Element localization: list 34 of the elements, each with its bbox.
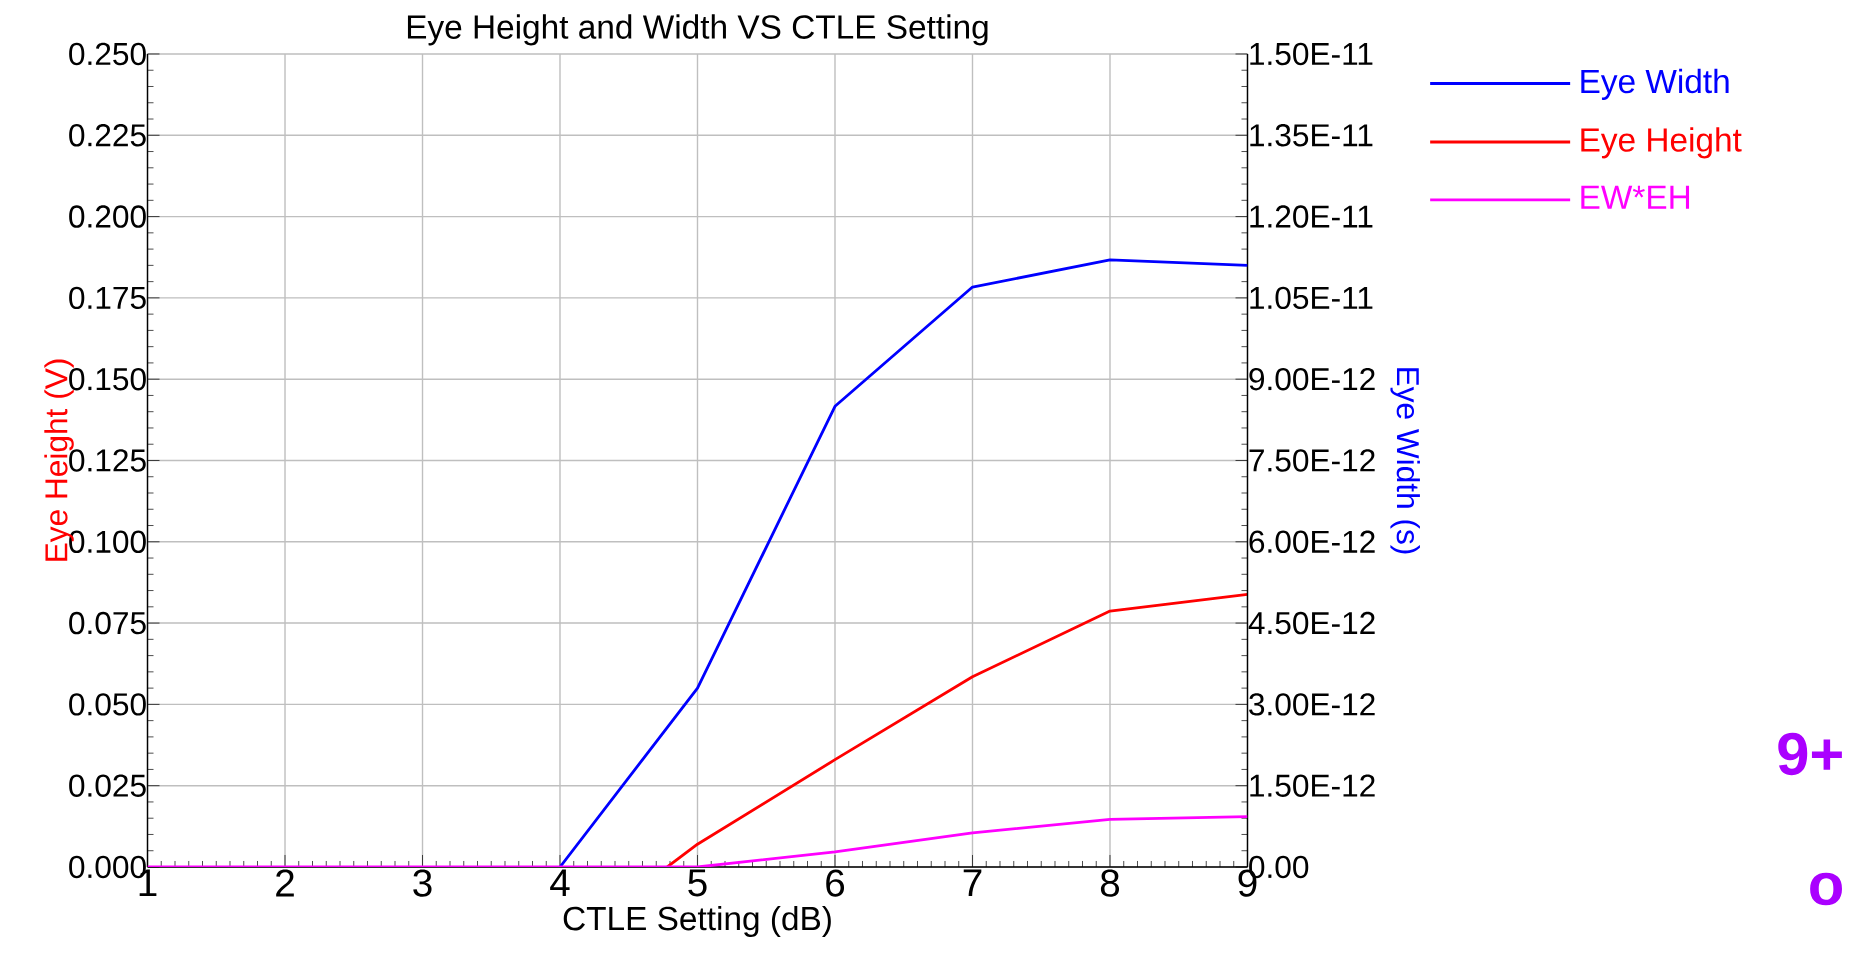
text: 9+ — [1778, 732, 1842, 776]
x-tick-label: 4 — [550, 869, 570, 896]
y2-tick-label: 3.00E-12 — [1249, 693, 1375, 716]
x-tick-label: 7 — [963, 869, 982, 896]
x-tick-label: 3 — [413, 869, 432, 897]
y2-tick-label: 7.50E-12 — [1249, 449, 1375, 472]
y2-tick-label: 1.20E-11 — [1250, 205, 1373, 228]
y2-tick-label: 9.00E-12 — [1249, 367, 1375, 391]
y2-tick-label: 1.50E-12 — [1250, 774, 1375, 797]
chart-title: Eye Height and Width VS CTLE Setting — [407, 14, 988, 46]
legend-label: Eye Height — [1581, 127, 1742, 159]
y-tick-label: 0.200 — [69, 205, 146, 228]
legend-label: EW*EH — [1581, 185, 1690, 209]
text: o — [1810, 872, 1842, 906]
x-tick-label: 8 — [1100, 869, 1120, 897]
y-tick-label: 0.250 — [69, 42, 146, 66]
y2-tick-label: 1.35E-11 — [1250, 124, 1373, 147]
y-tick-label: 0.225 — [69, 124, 146, 147]
x-tick-label: 2 — [276, 869, 294, 897]
line-series — [665, 593, 1248, 867]
y2-tick-label: 1.50E-11 — [1250, 42, 1373, 66]
y2-tick-label: 4.50E-12 — [1248, 611, 1375, 635]
y-tick-label: 0.175 — [69, 286, 146, 310]
x-tick-label: 5 — [688, 869, 707, 897]
y2-axis-title: Eye Width (s) — [1390, 368, 1420, 554]
y-tick-label: 0.075 — [69, 611, 146, 635]
y2-tick-label: 1.05E-11 — [1250, 286, 1373, 310]
y-tick-label: 0.050 — [69, 693, 146, 716]
y2-tick-label: 6.00E-12 — [1249, 530, 1375, 553]
line-series — [558, 258, 1248, 867]
y-tick-label: 0.025 — [69, 774, 146, 797]
legend-label: Eye Width — [1581, 68, 1729, 100]
x-axis-title: CTLE Setting (dB) — [563, 905, 831, 938]
x-tick-label: 6 — [826, 869, 845, 897]
